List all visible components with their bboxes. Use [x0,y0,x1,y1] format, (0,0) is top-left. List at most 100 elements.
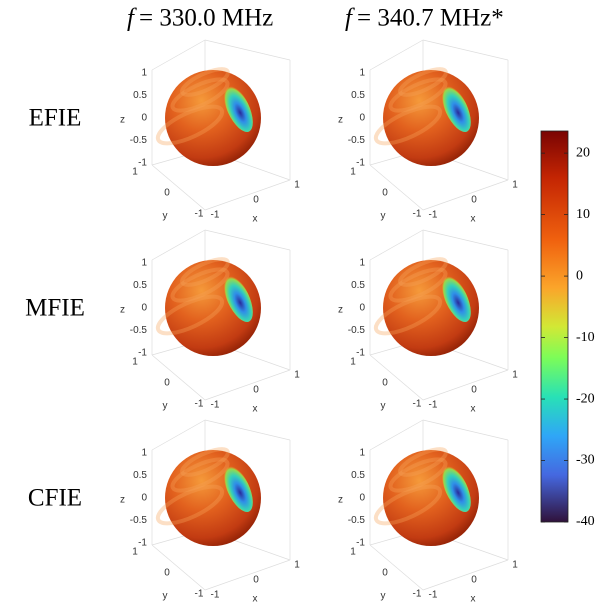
axis-box [151,354,206,401]
z-tick-label: 0 [141,493,147,504]
y-tick-label: -1 [195,399,204,410]
x-label: x [471,594,476,605]
x-tick-label: -1 [429,400,438,411]
y-tick-label: 1 [350,547,356,558]
y-tick-label: 1 [350,357,356,368]
sphere-band [388,77,448,113]
sphere-band [373,294,443,336]
z-tick-label: -1 [356,158,365,169]
y-tick-label: -1 [413,589,422,600]
z-tick-label: -1 [356,348,365,359]
sphere-spot [223,273,253,323]
sphere-band [398,67,448,97]
z-tick-label: 1 [359,448,365,459]
z-tick-label: 1 [359,258,365,269]
header-symbol: f [127,5,137,32]
z-tick-label: -1 [138,348,147,359]
x-tick-label: 1 [512,370,518,381]
panels: EFIE 1 0.5 0 -0.5 -1 z 1 0 -1 y -1 0 1 x 1 0.5 0 -0.5 -1 z 1 0… [25,39,518,605]
colorbar-tick-label: -20 [576,391,595,406]
sphere-band [170,77,230,113]
axis-box [204,179,291,211]
sphere-band [398,447,448,477]
axis-box [204,229,291,251]
y-tick-label: 0 [382,568,388,579]
sphere-spot [441,83,471,133]
z-tick-label: 1 [359,68,365,79]
sphere-band [388,267,448,303]
x-tick-label: 1 [294,560,300,571]
z-label: z [120,115,125,126]
panel: 1 0.5 0 -0.5 -1 z 1 0 -1 y -1 0 1 x [338,419,518,605]
axis-box [151,419,206,451]
axis-box [369,229,424,261]
y-label: y [163,591,168,602]
axis-box [422,369,509,401]
panel: 1 0.5 0 -0.5 -1 z 1 0 -1 y -1 0 1 x [338,39,518,225]
axis-box [369,164,424,211]
x-tick-label: 0 [471,195,477,206]
axis-box [369,419,424,451]
colorbar-tick-label: 20 [576,145,590,160]
panel: 1 0.5 0 -0.5 -1 z 1 0 -1 y -1 0 1 x [338,229,518,415]
z-tick-label: 0 [141,113,147,124]
colorbar-ticks: 20 10 0 -10 -20 -30 -40 [541,145,595,529]
x-tick-label: 1 [294,180,300,191]
axis-box [151,164,206,211]
axis-box [204,369,291,401]
x-tick-label: 0 [471,575,477,586]
x-tick-label: 1 [294,370,300,381]
sphere-band [155,104,225,146]
z-tick-label: 0.5 [133,280,147,291]
axis-box [151,229,206,261]
header-symbol: f [345,5,355,32]
y-tick-label: -1 [413,209,422,220]
z-label: z [120,495,125,506]
panel: 1 0.5 0 -0.5 -1 z 1 0 -1 y -1 0 1 x [120,229,300,415]
z-tick-label: -1 [138,158,147,169]
axis-box [204,419,291,441]
z-label: z [120,305,125,316]
colorbar-tick-label: -40 [576,514,595,529]
z-tick-label: 0.5 [351,470,365,481]
panel: 1 0.5 0 -0.5 -1 z 1 0 -1 y -1 0 1 x [120,419,300,605]
header-text: = 340.7 MHz* [357,5,504,32]
y-label: y [163,401,168,412]
axis-box [369,354,424,401]
colorbar-tick-label: -10 [576,330,595,345]
x-tick-label: 1 [512,560,518,571]
x-tick-label: -1 [211,210,220,221]
axis-box [204,559,291,591]
axis-box [204,39,291,61]
y-tick-label: 0 [164,188,170,199]
colorbar-tick-label: -30 [576,453,595,468]
z-tick-label: -1 [138,538,147,549]
axis-box [151,544,206,591]
sphere-band [170,267,230,303]
z-tick-label: -0.5 [348,135,366,146]
y-tick-label: 0 [382,378,388,389]
sphere-band [180,257,230,287]
colorbar-tick-label: 0 [576,268,583,283]
sphere-band [155,484,225,526]
z-tick-label: -0.5 [130,325,148,336]
y-tick-label: 1 [132,547,138,558]
sphere-band [155,294,225,336]
axis-box [422,229,509,251]
z-tick-label: 0.5 [133,470,147,481]
z-tick-label: -1 [356,538,365,549]
sphere-spot [441,273,471,323]
row-label: CFIE [28,485,82,512]
sphere-band [180,447,230,477]
y-tick-label: -1 [195,589,204,600]
column-headers: f = 330.0 MHz f = 340.7 MHz* [127,5,504,32]
sphere-band [373,104,443,146]
y-label: y [381,211,386,222]
z-tick-label: -0.5 [130,135,148,146]
colorbar [540,130,569,523]
z-tick-label: 1 [141,448,147,459]
z-tick-label: 0.5 [133,90,147,101]
z-tick-label: -0.5 [130,515,148,526]
panel: 1 0.5 0 -0.5 -1 z 1 0 -1 y -1 0 1 x [120,39,300,225]
y-tick-label: 0 [382,188,388,199]
